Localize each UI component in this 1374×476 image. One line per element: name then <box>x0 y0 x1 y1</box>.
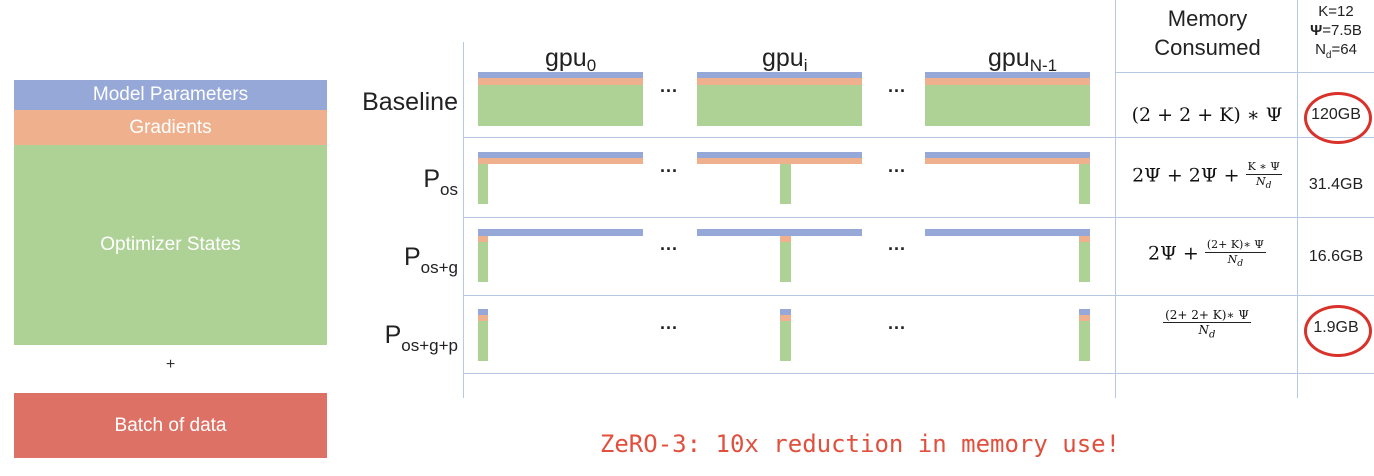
posgp-gpun1-opt <box>1079 321 1090 361</box>
posgp-gpui-opt <box>780 321 791 361</box>
memory-header-line2: Consumed <box>1154 35 1261 60</box>
posgp-gpu0-params <box>478 309 488 315</box>
formula-posgp: (2+ 2+ K)∗ Ψ Nd <box>1118 308 1296 342</box>
formula-posgp-fraction: (2+ 2+ K)∗ Ψ Nd <box>1163 308 1251 341</box>
posg-gpui-opt <box>780 242 791 282</box>
formula-posg-fraction: (2+ K)∗ Ψ Nd <box>1204 238 1266 270</box>
posg-gpu0-params <box>478 229 643 236</box>
ellipsis-r4-a: ... <box>660 313 679 333</box>
ellipsis-r2-b: ... <box>888 156 907 176</box>
row-label-posgp: Pos+g+p <box>384 321 458 355</box>
baseline-gpui-opt <box>697 85 862 126</box>
baseline-gpui-params <box>697 72 862 78</box>
value-posg: 16.6GB <box>1308 248 1364 265</box>
pos-gpui-params <box>697 152 862 158</box>
ellipsis-r2-a: ... <box>660 156 679 176</box>
posg-gpu0-grads <box>478 236 488 242</box>
gpu-i-header: gpui <box>762 44 808 75</box>
row-label-posg: Pos+g <box>403 243 458 277</box>
baseline-gpu0-opt <box>478 85 643 126</box>
row-label-pos: Pos <box>423 165 458 199</box>
grid-hline-1 <box>463 137 1374 138</box>
nd-value: Nd=64 <box>1315 41 1357 61</box>
legend-optimizer-states: Optimizer States <box>14 145 327 345</box>
posg-gpun1-params <box>925 229 1090 236</box>
pos-gpui-opt <box>780 164 791 204</box>
grid-vline-values <box>1297 0 1298 398</box>
posg-gpun1-opt <box>1079 242 1090 282</box>
posg-gpui-grads <box>780 236 791 242</box>
pos-gpu0-params <box>478 152 643 158</box>
params-header: K=12 Ψ=7.5B Nd=64 <box>1300 2 1372 65</box>
psi-value: Ψ=7.5B <box>1310 22 1362 39</box>
caption: ZeRO-3: 10x reduction in memory use! <box>599 430 1121 458</box>
pos-gpu0-grads <box>478 158 643 164</box>
posg-gpu0-opt <box>478 242 488 282</box>
grid-hline-3 <box>463 295 1374 296</box>
legend-batch-label: Batch of data <box>114 414 227 436</box>
ellipsis-r1-a: ... <box>660 76 679 96</box>
legend-gradients-label: Gradients <box>129 116 212 138</box>
highlight-circle-posgp <box>1304 305 1372 357</box>
grid-hline-4 <box>463 373 1374 374</box>
ellipsis-r1-b: ... <box>888 76 907 96</box>
baseline-gpui-grads <box>697 78 862 85</box>
legend-model-parameters-label: Model Parameters <box>92 84 249 105</box>
posgp-gpu0-grads <box>478 315 488 321</box>
pos-gpun1-params <box>925 152 1090 158</box>
baseline-gpun1-opt <box>925 85 1090 126</box>
posg-gpun1-grads <box>1079 236 1090 242</box>
baseline-gpun1-grads <box>925 78 1090 85</box>
posg-gpui-params <box>697 229 862 236</box>
highlight-circle-baseline <box>1304 92 1372 144</box>
gpu-n1-header: gpuN-1 <box>988 44 1058 75</box>
grid-hline-header <box>1115 72 1374 73</box>
k-value: K=12 <box>1318 3 1354 20</box>
formula-baseline: (2 + 2 + K) ∗ Ψ <box>1131 104 1283 126</box>
grid-vline-left <box>463 42 464 398</box>
baseline-gpu0-grads <box>478 78 643 85</box>
ellipsis-r3-b: ... <box>888 234 907 254</box>
pos-gpui-grads <box>697 158 862 164</box>
baseline-gpu0-params <box>478 72 643 78</box>
memory-consumed-header: Memory Consumed <box>1120 4 1295 62</box>
posgp-gpu0-opt <box>478 321 488 361</box>
row-label-baseline: Baseline <box>362 88 458 116</box>
legend-model-parameters: Model Parameters <box>14 80 327 110</box>
posgp-gpun1-grads <box>1079 315 1090 321</box>
posgp-gpun1-params <box>1079 309 1090 315</box>
posgp-gpui-params <box>780 309 791 315</box>
pos-gpun1-opt <box>1079 164 1090 204</box>
legend-batch-of-data: Batch of data <box>14 393 327 458</box>
legend-plus: + <box>165 356 176 373</box>
value-pos: 31.4GB <box>1308 176 1364 193</box>
baseline-gpun1-params <box>925 72 1090 78</box>
ellipsis-r3-a: ... <box>660 234 679 254</box>
formula-pos: 2Ψ + 2Ψ + K ∗ Ψ Nd <box>1132 160 1282 192</box>
formula-posg: 2Ψ + (2+ K)∗ Ψ Nd <box>1148 238 1266 270</box>
posgp-gpui-grads <box>780 315 791 321</box>
pos-gpu0-opt <box>478 164 488 204</box>
legend-optimizer-states-label: Optimizer States <box>100 234 241 255</box>
gpu-0-header: gpu0 <box>545 44 597 75</box>
formula-pos-fraction: K ∗ Ψ Nd <box>1245 160 1282 192</box>
memory-header-line1: Memory <box>1167 6 1248 31</box>
grid-vline-memory <box>1115 0 1116 398</box>
pos-gpun1-grads <box>925 158 1090 164</box>
grid-hline-2 <box>463 217 1374 218</box>
ellipsis-r4-b: ... <box>888 313 907 333</box>
legend-gradients: Gradients <box>14 110 327 145</box>
